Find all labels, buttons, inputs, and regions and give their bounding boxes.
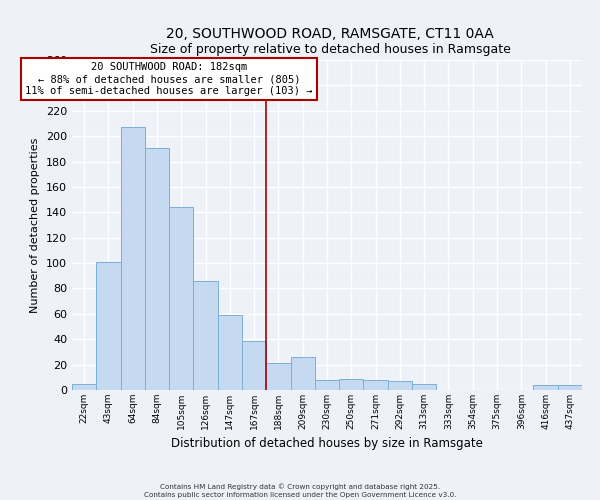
Bar — [558, 385, 582, 390]
Bar — [242, 340, 266, 390]
Bar — [96, 262, 121, 390]
Text: 20, SOUTHWOOD ROAD, RAMSGATE, CT11 0AA: 20, SOUTHWOOD ROAD, RAMSGATE, CT11 0AA — [166, 28, 494, 42]
Bar — [388, 381, 412, 390]
Text: Contains HM Land Registry data © Crown copyright and database right 2025.
Contai: Contains HM Land Registry data © Crown c… — [144, 484, 456, 498]
Y-axis label: Number of detached properties: Number of detached properties — [31, 138, 40, 312]
Bar — [72, 384, 96, 390]
Bar — [169, 207, 193, 390]
Bar — [121, 128, 145, 390]
Text: Size of property relative to detached houses in Ramsgate: Size of property relative to detached ho… — [149, 42, 511, 56]
Bar — [266, 364, 290, 390]
Bar — [145, 148, 169, 390]
Bar — [218, 315, 242, 390]
Bar — [412, 384, 436, 390]
X-axis label: Distribution of detached houses by size in Ramsgate: Distribution of detached houses by size … — [171, 438, 483, 450]
Text: 20 SOUTHWOOD ROAD: 182sqm
← 88% of detached houses are smaller (805)
11% of semi: 20 SOUTHWOOD ROAD: 182sqm ← 88% of detac… — [25, 62, 313, 96]
Bar — [364, 380, 388, 390]
Bar — [339, 378, 364, 390]
Bar — [193, 281, 218, 390]
Bar — [290, 357, 315, 390]
Bar — [315, 380, 339, 390]
Bar — [533, 385, 558, 390]
